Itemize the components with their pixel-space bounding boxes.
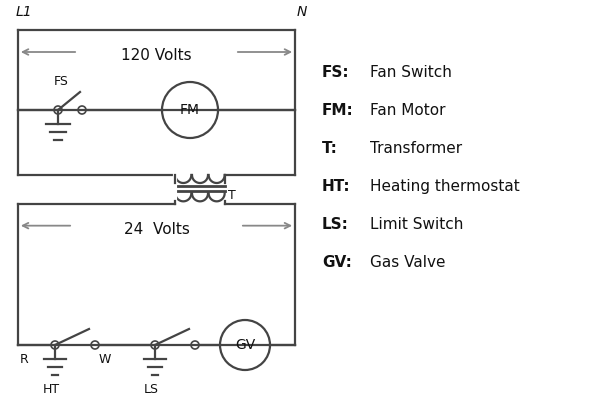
Text: 24  Volts: 24 Volts [123, 222, 189, 237]
Text: Fan Motor: Fan Motor [370, 103, 445, 118]
Text: 120 Volts: 120 Volts [121, 48, 192, 63]
Text: LS:: LS: [322, 217, 349, 232]
Text: FS:: FS: [322, 65, 350, 80]
Text: R: R [20, 353, 29, 366]
Text: HT: HT [42, 383, 60, 396]
Text: N: N [297, 5, 307, 19]
Text: Gas Valve: Gas Valve [370, 255, 445, 270]
Text: LS: LS [143, 383, 159, 396]
Text: Limit Switch: Limit Switch [370, 217, 463, 232]
Text: T: T [228, 189, 236, 202]
Text: FS: FS [54, 75, 69, 88]
Text: HT:: HT: [322, 179, 350, 194]
Text: GV:: GV: [322, 255, 352, 270]
Text: L1: L1 [16, 5, 32, 19]
Text: Heating thermostat: Heating thermostat [370, 179, 520, 194]
Text: W: W [99, 353, 112, 366]
Text: Fan Switch: Fan Switch [370, 65, 452, 80]
Text: FM:: FM: [322, 103, 354, 118]
Text: GV: GV [235, 338, 255, 352]
Text: FM: FM [180, 103, 200, 117]
Text: Transformer: Transformer [370, 141, 462, 156]
Text: T:: T: [322, 141, 338, 156]
